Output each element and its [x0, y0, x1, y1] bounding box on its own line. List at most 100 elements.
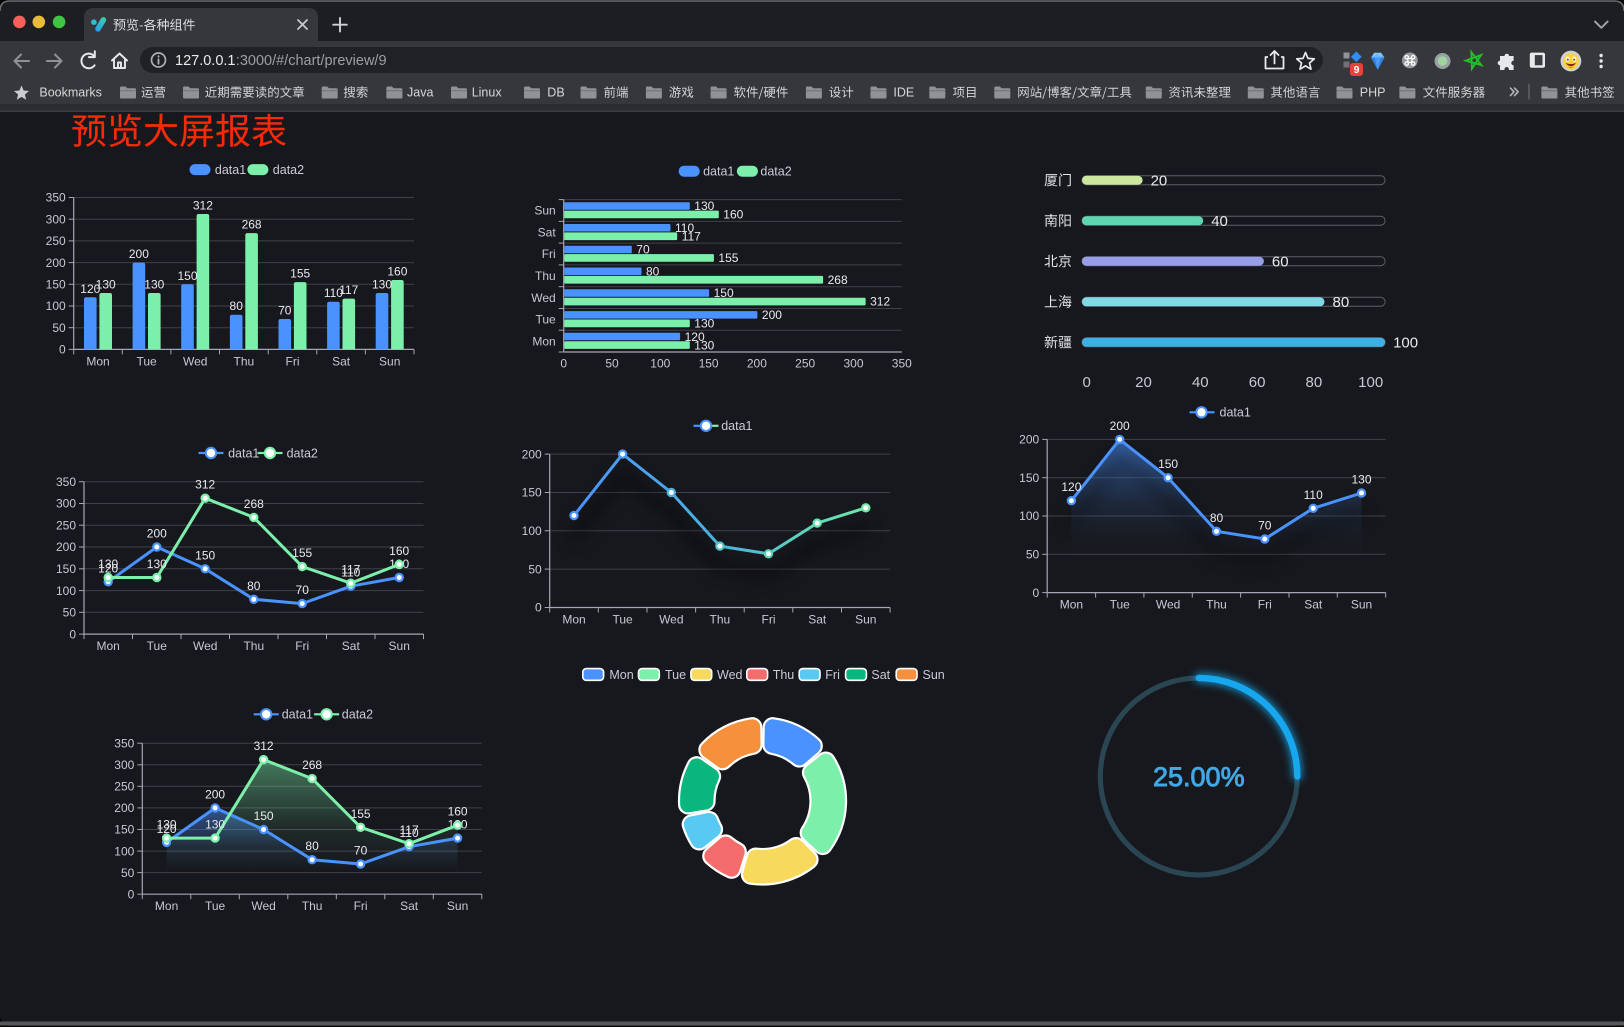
svg-text:100: 100	[1019, 509, 1039, 523]
svg-text:120: 120	[98, 561, 118, 575]
svg-text:250: 250	[795, 357, 815, 371]
svg-text:70: 70	[296, 583, 310, 597]
svg-text:Fri: Fri	[354, 899, 368, 913]
svg-text:Tue: Tue	[1110, 598, 1131, 612]
svg-text:300: 300	[46, 212, 66, 226]
svg-text:Mon: Mon	[97, 639, 120, 653]
svg-text:Java: Java	[407, 86, 433, 100]
svg-text:150: 150	[254, 809, 274, 823]
svg-text:Sat: Sat	[400, 899, 419, 913]
svg-text:data2: data2	[342, 708, 373, 722]
svg-text:Sat: Sat	[538, 226, 557, 240]
svg-text:160: 160	[389, 544, 409, 558]
svg-text:150: 150	[195, 548, 215, 562]
svg-text:data1: data1	[282, 708, 313, 722]
svg-text:200: 200	[129, 247, 149, 261]
svg-text:80: 80	[230, 299, 244, 313]
svg-text:70: 70	[278, 304, 292, 318]
svg-text:Sat: Sat	[342, 639, 361, 653]
svg-text:Wed: Wed	[251, 899, 275, 913]
svg-text:150: 150	[522, 486, 542, 500]
svg-text:Mon: Mon	[155, 899, 178, 913]
svg-text:150: 150	[1019, 471, 1039, 485]
svg-text:117: 117	[400, 823, 419, 837]
svg-text:Tue: Tue	[612, 613, 633, 627]
svg-text:130: 130	[694, 317, 714, 331]
svg-text:data1: data1	[228, 446, 259, 460]
svg-text:25.00%: 25.00%	[1153, 762, 1245, 792]
svg-text:100: 100	[46, 299, 66, 313]
svg-text:200: 200	[1019, 433, 1039, 447]
svg-text:160: 160	[723, 208, 743, 222]
svg-text:Wed: Wed	[531, 291, 555, 305]
svg-text:80: 80	[646, 265, 660, 279]
svg-text:Thu: Thu	[243, 639, 264, 653]
svg-text:Thu: Thu	[1206, 598, 1227, 612]
svg-text:268: 268	[244, 497, 264, 511]
svg-text:60: 60	[1249, 374, 1266, 391]
svg-text:Sun: Sun	[379, 354, 400, 368]
svg-text:Fri: Fri	[825, 668, 840, 682]
svg-text:155: 155	[290, 267, 310, 281]
svg-text:110: 110	[341, 566, 360, 580]
svg-text:200: 200	[114, 801, 134, 815]
svg-text:data1: data1	[215, 163, 246, 177]
svg-text:155: 155	[351, 807, 371, 821]
svg-text:160: 160	[387, 265, 407, 279]
svg-text:Sun: Sun	[923, 668, 945, 682]
svg-text:200: 200	[762, 308, 782, 322]
svg-text:117: 117	[341, 563, 360, 577]
svg-text:110: 110	[400, 826, 419, 840]
svg-text:130: 130	[98, 557, 118, 571]
svg-text:80: 80	[305, 839, 319, 853]
svg-text:Sat: Sat	[332, 354, 351, 368]
svg-text:IDE: IDE	[893, 86, 914, 100]
svg-text:200: 200	[205, 787, 225, 801]
svg-text:Mon: Mon	[86, 354, 109, 368]
svg-text:100: 100	[522, 524, 542, 538]
svg-text:350: 350	[114, 736, 134, 750]
svg-text:150: 150	[56, 562, 76, 576]
svg-text:50: 50	[121, 866, 135, 880]
svg-text:Sun: Sun	[1351, 598, 1372, 612]
svg-text:80: 80	[247, 579, 261, 593]
svg-text:Fri: Fri	[762, 613, 776, 627]
svg-text:data2: data2	[760, 165, 791, 179]
svg-text:120: 120	[80, 282, 100, 296]
svg-text:20: 20	[1135, 374, 1152, 391]
svg-text:Tue: Tue	[136, 354, 157, 368]
svg-text:300: 300	[114, 758, 134, 772]
svg-text:50: 50	[1026, 548, 1040, 562]
svg-text:PHP: PHP	[1360, 86, 1386, 100]
svg-text:150: 150	[699, 357, 719, 371]
svg-text:Tue: Tue	[535, 313, 556, 327]
svg-text:Fri: Fri	[295, 639, 309, 653]
svg-text:0: 0	[59, 343, 66, 357]
svg-text:40: 40	[1192, 374, 1209, 391]
svg-text:127.0.0.1: 127.0.0.1	[175, 53, 235, 69]
svg-text:250: 250	[56, 518, 76, 532]
svg-text:DB: DB	[547, 86, 564, 100]
svg-text:100: 100	[114, 844, 134, 858]
svg-text:Wed: Wed	[1156, 598, 1180, 612]
svg-text:0: 0	[535, 601, 542, 615]
svg-text:data1: data1	[721, 419, 752, 433]
svg-text:200: 200	[522, 447, 542, 461]
svg-text:Thu: Thu	[773, 668, 795, 682]
svg-text:200: 200	[747, 357, 767, 371]
svg-text:Thu: Thu	[302, 899, 323, 913]
svg-text:110: 110	[675, 221, 694, 235]
svg-text:0: 0	[560, 357, 567, 371]
svg-text:130: 130	[144, 278, 164, 292]
svg-text:100: 100	[56, 584, 76, 598]
svg-text:Sat: Sat	[1304, 598, 1323, 612]
svg-text:70: 70	[636, 243, 650, 257]
svg-text:250: 250	[46, 234, 66, 248]
svg-text:200: 200	[46, 256, 66, 270]
svg-text:Mon: Mon	[609, 668, 633, 682]
svg-text:Wed: Wed	[183, 354, 207, 368]
svg-text:160: 160	[448, 805, 468, 819]
svg-text:130: 130	[1351, 473, 1371, 487]
svg-text:50: 50	[605, 357, 619, 371]
svg-text:100: 100	[650, 357, 670, 371]
